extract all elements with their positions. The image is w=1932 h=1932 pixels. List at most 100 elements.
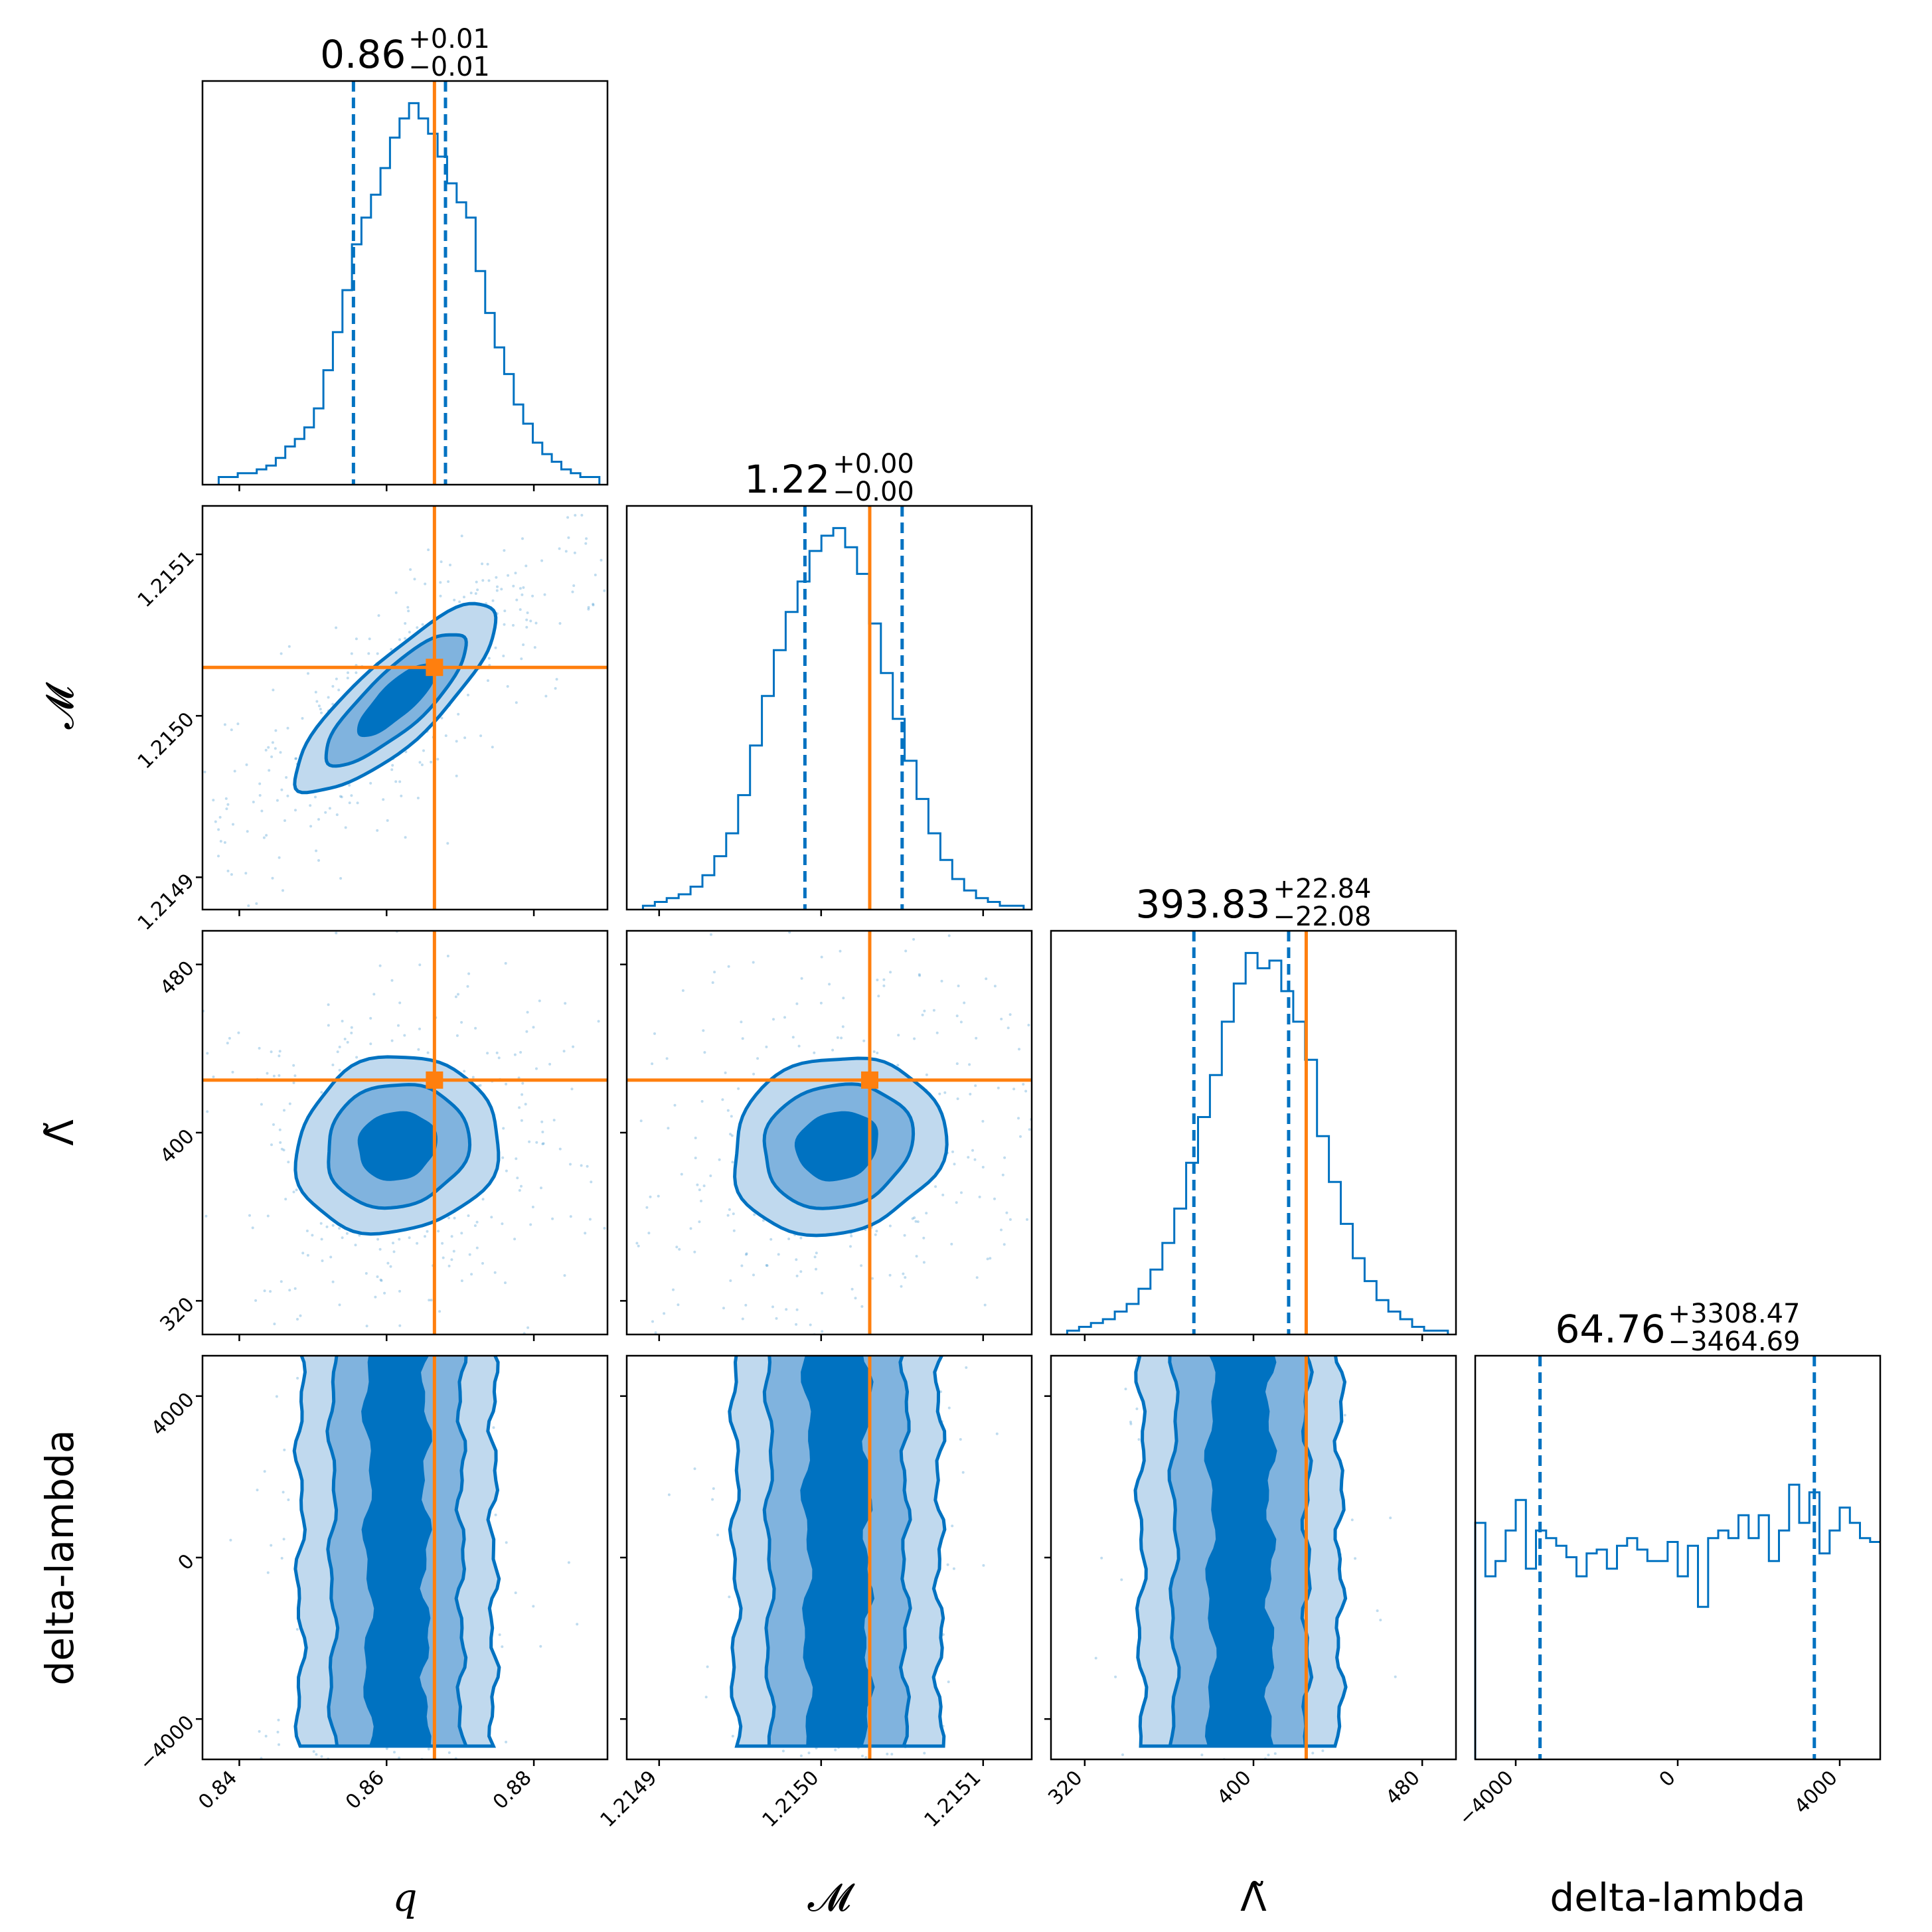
sample-point xyxy=(348,801,351,805)
sample-point xyxy=(795,1002,799,1005)
sample-point xyxy=(260,809,264,813)
sample-point xyxy=(495,576,498,579)
sample-point xyxy=(319,708,322,711)
sample-point xyxy=(502,1127,505,1130)
sample-point xyxy=(404,637,407,640)
sample-point xyxy=(876,1052,879,1054)
sample-point xyxy=(531,594,534,598)
sample-point xyxy=(726,1109,730,1112)
sample-point xyxy=(455,774,458,777)
title-delta-lambda-main: 64.76 xyxy=(1556,1307,1666,1352)
sample-point xyxy=(376,1238,380,1241)
sample-point xyxy=(815,1251,818,1255)
title-lambda-tilde-main: 393.83 xyxy=(1136,882,1271,927)
sample-point xyxy=(775,1317,778,1320)
sample-point xyxy=(975,1036,978,1040)
sample-point xyxy=(483,1085,486,1087)
sample-point xyxy=(271,876,274,880)
sample-point xyxy=(230,873,233,876)
sample-point xyxy=(1343,1413,1346,1417)
sample-point xyxy=(486,562,489,566)
sample-point xyxy=(795,1323,798,1326)
sample-point xyxy=(458,600,461,604)
sample-point xyxy=(860,1305,864,1308)
sample-point xyxy=(947,1406,951,1409)
sample-point xyxy=(416,1242,419,1245)
sample-point xyxy=(513,1238,517,1241)
sample-point xyxy=(467,972,471,975)
sample-point xyxy=(490,1216,493,1219)
sample-point xyxy=(649,1341,651,1344)
sample-point xyxy=(518,1106,521,1109)
sample-point xyxy=(450,1235,453,1238)
sample-point xyxy=(430,1299,433,1302)
sample-point xyxy=(196,802,199,805)
sample-point xyxy=(512,584,515,588)
sample-point xyxy=(309,804,312,807)
sample-point xyxy=(335,677,338,681)
sample-point xyxy=(653,561,656,564)
sample-point xyxy=(698,1188,701,1192)
sample-point xyxy=(339,877,343,880)
sample-point xyxy=(447,1216,450,1220)
sample-point xyxy=(280,652,283,655)
sample-point xyxy=(481,1261,484,1265)
sample-point xyxy=(421,623,424,626)
sample-point xyxy=(274,729,278,732)
y-tick-label: 1.2150 xyxy=(133,708,199,773)
sample-point xyxy=(437,1230,440,1233)
sample-point xyxy=(525,625,528,629)
sample-point xyxy=(400,794,403,797)
panel-frame xyxy=(201,80,609,486)
sample-point xyxy=(314,795,317,799)
sample-point xyxy=(306,1253,309,1257)
sample-point xyxy=(745,1252,748,1255)
sample-point xyxy=(567,1561,570,1564)
sample-point xyxy=(327,696,330,699)
sample-point xyxy=(813,1051,816,1054)
sample-point xyxy=(872,1050,876,1053)
title-chirp-mass-main: 1.22 xyxy=(744,457,830,502)
sample-point xyxy=(1102,1100,1105,1103)
x-tick-label: 1.2150 xyxy=(758,1766,824,1832)
sample-point xyxy=(713,971,716,974)
sample-point xyxy=(350,1031,353,1034)
sample-point xyxy=(1058,987,1061,990)
sample-point xyxy=(474,1026,477,1030)
sample-point xyxy=(344,826,347,829)
sample-point xyxy=(324,811,327,814)
sample-point xyxy=(712,1487,715,1490)
sample-point xyxy=(427,548,430,552)
sample-point xyxy=(226,1042,229,1045)
sample-point xyxy=(555,678,558,681)
sample-point xyxy=(329,1255,333,1259)
sample-point xyxy=(369,1042,372,1046)
sample-point xyxy=(737,1087,740,1090)
sample-point xyxy=(390,648,393,651)
sample-point xyxy=(596,1230,599,1233)
sample-point xyxy=(957,985,960,987)
sample-point xyxy=(1103,1159,1106,1161)
sample-point xyxy=(993,1197,996,1200)
sample-point xyxy=(560,1106,562,1109)
sample-point xyxy=(393,1751,396,1754)
sample-point xyxy=(851,1350,854,1353)
sample-point xyxy=(673,1103,677,1107)
sample-point xyxy=(524,1103,527,1106)
sample-point xyxy=(194,947,197,950)
sample-point xyxy=(338,1303,341,1307)
sample-point xyxy=(1267,1753,1270,1757)
sample-point xyxy=(496,585,499,588)
sample-point xyxy=(426,1230,429,1233)
sample-point xyxy=(350,652,353,655)
sample-point xyxy=(374,1295,377,1299)
sample-point xyxy=(274,747,277,750)
sample-point xyxy=(569,1163,572,1166)
sample-point xyxy=(864,1756,868,1759)
sample-point xyxy=(385,1747,388,1750)
sample-point xyxy=(993,985,997,988)
sample-point xyxy=(525,1030,528,1033)
sample-point xyxy=(588,1218,592,1221)
sample-point xyxy=(225,807,228,811)
sample-point xyxy=(1394,1675,1397,1678)
